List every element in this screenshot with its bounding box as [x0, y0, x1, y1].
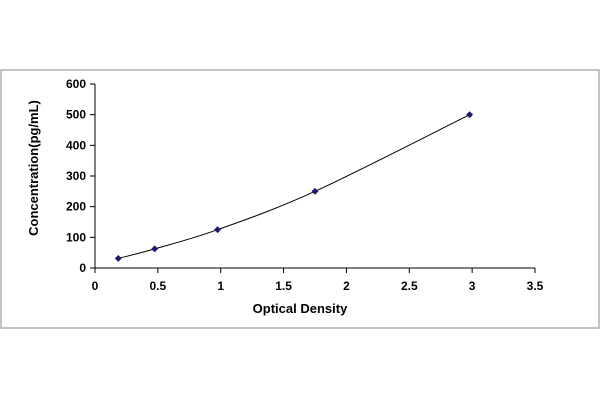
y-tick-label: 300: [66, 169, 86, 183]
x-axis-title: Optical Density: [253, 301, 348, 316]
y-tick-label: 200: [66, 200, 86, 214]
x-tick-label: 0.5: [150, 279, 167, 293]
y-tick-label: 400: [66, 138, 86, 152]
x-tick-label: 3: [469, 279, 476, 293]
x-tick-group: 0 0.5 1 1.5 2 2.5 3 3.5: [92, 268, 544, 293]
fit-curve: [118, 114, 470, 259]
data-point: [311, 187, 319, 195]
x-tick-label: 3.5: [527, 279, 544, 293]
data-point: [466, 111, 474, 119]
x-tick-label: 1.5: [275, 279, 292, 293]
y-axis-title: Concentration(pg/mL): [26, 100, 41, 236]
y-tick-label: 100: [66, 230, 86, 244]
y-tick-label: 500: [66, 108, 86, 122]
y-tick-label: 0: [79, 261, 86, 275]
y-tick-group: 0 100 200 300 400 500 600: [66, 77, 95, 275]
data-point: [114, 254, 122, 262]
data-point: [214, 226, 222, 234]
data-points: [114, 111, 474, 262]
chart-border: [0, 69, 600, 329]
x-tick-label: 2.5: [401, 279, 418, 293]
x-tick-label: 0: [92, 279, 99, 293]
x-tick-label: 1: [217, 279, 224, 293]
data-point: [151, 245, 159, 253]
x-tick-label: 2: [343, 279, 350, 293]
y-tick-label: 600: [66, 77, 86, 91]
